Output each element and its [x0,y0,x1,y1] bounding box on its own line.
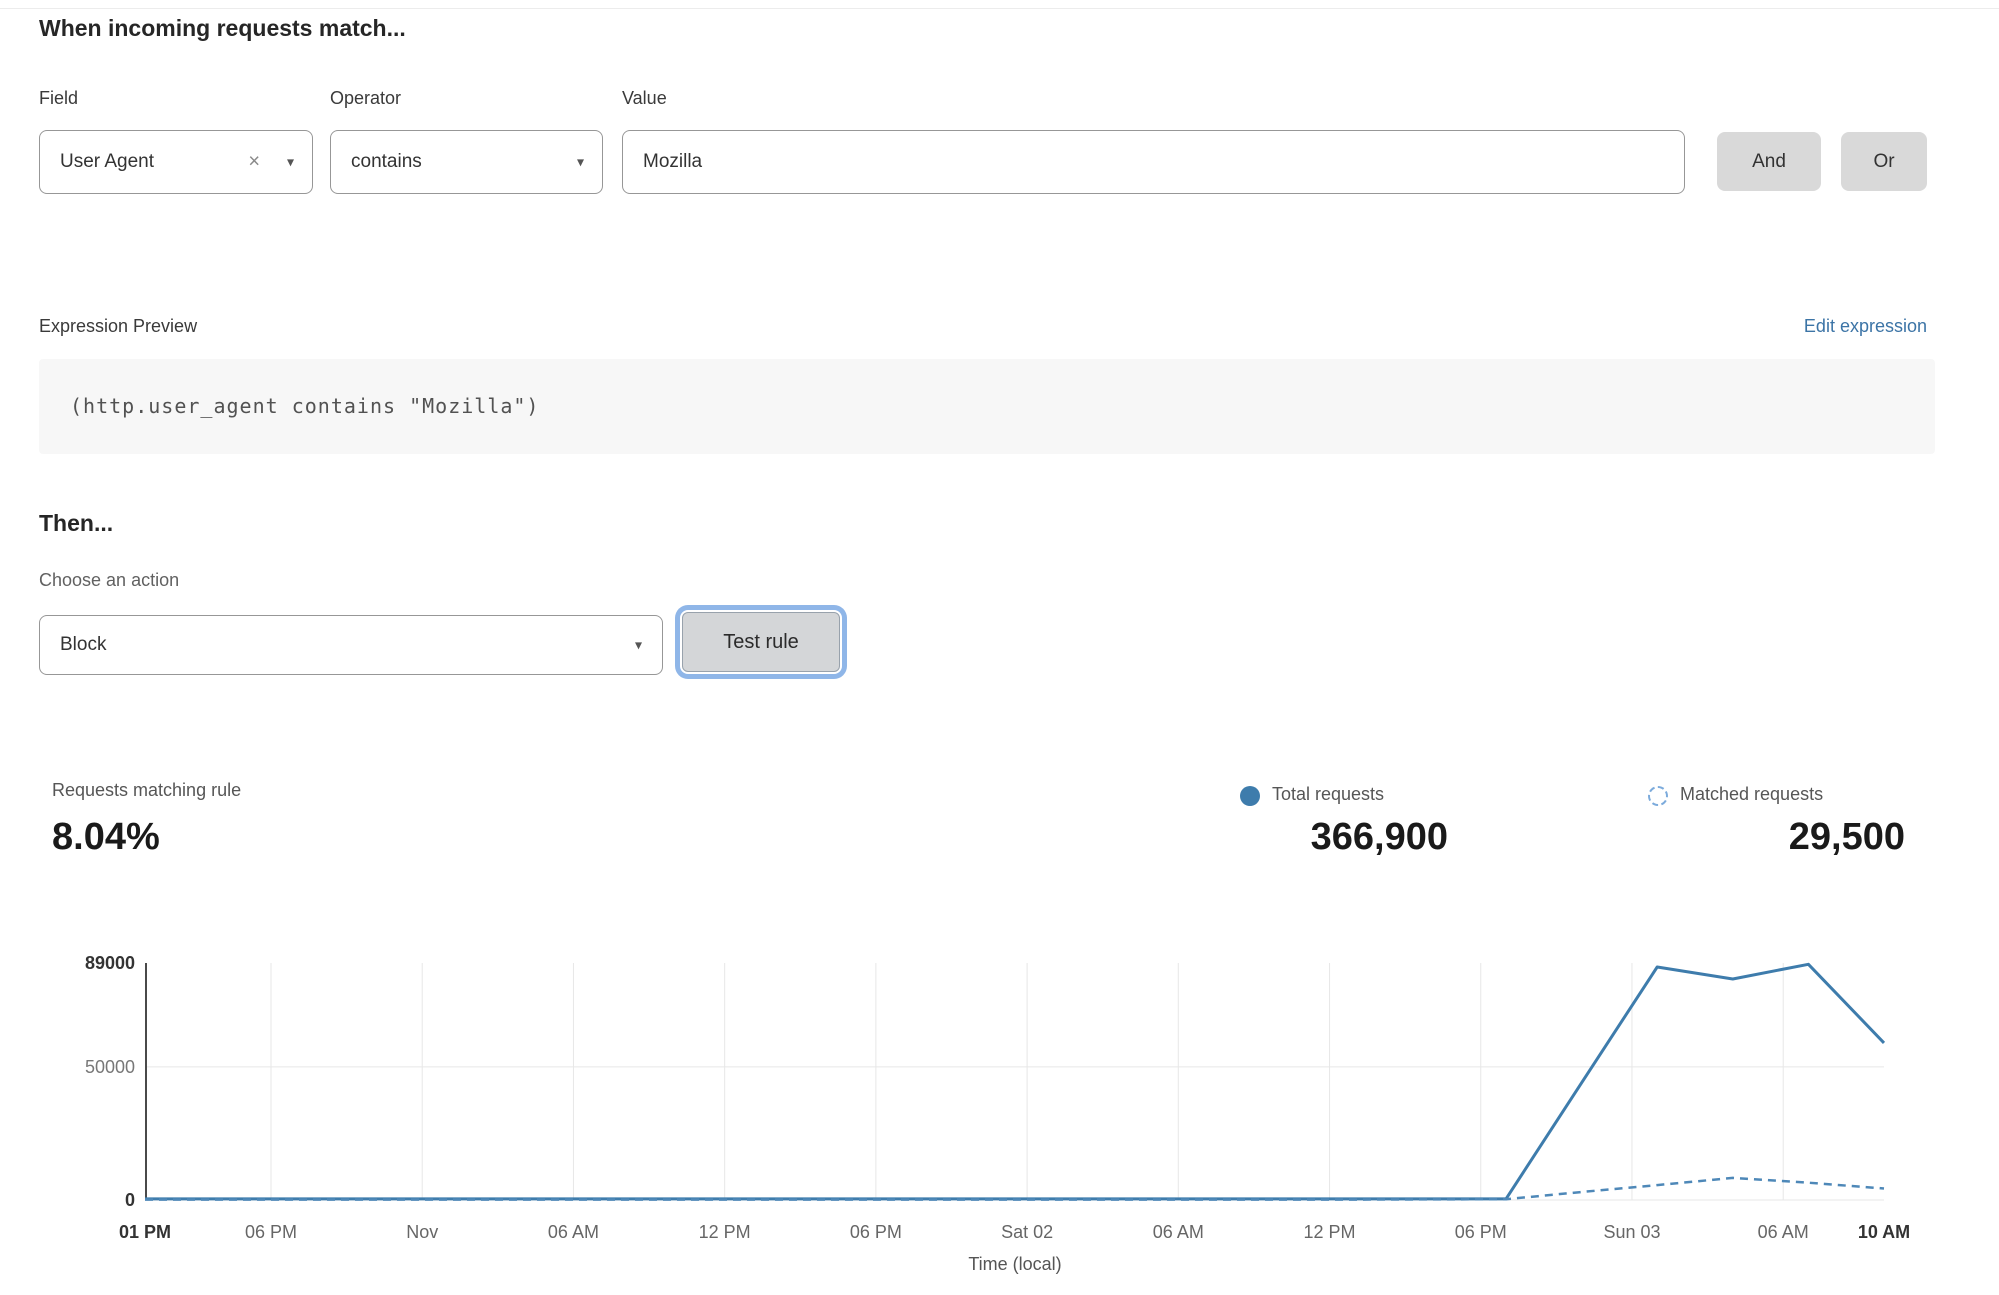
x-tick-label: Sun 03 [1603,1222,1661,1242]
x-tick-label: Sat 02 [1001,1222,1054,1242]
x-tick-label: 06 AM [1152,1222,1204,1242]
clear-field-icon[interactable]: × [248,150,260,173]
or-button[interactable]: Or [1841,132,1927,191]
field-select-value: User Agent [60,151,154,172]
match-heading: When incoming requests match... [39,15,406,41]
operator-label: Operator [330,88,402,108]
chevron-down-icon: ▾ [634,636,642,653]
action-select-value: Block [60,634,107,655]
matched-requests-value: 29,500 [1788,816,1905,858]
x-tick-label: 10 AM [1857,1222,1911,1242]
action-select[interactable]: Block ▾ [39,615,663,675]
expression-preview-box: (http.user_agent contains "Mozilla") [39,359,1935,454]
value-input-text: Mozilla [643,151,703,172]
total-requests-label: Total requests [1272,784,1385,804]
y-tick-label: 89000 [84,953,135,973]
expression-preview-label: Expression Preview [39,316,198,336]
and-button[interactable]: And [1717,132,1821,191]
operator-select-value: contains [351,151,422,172]
field-label: Field [39,88,79,108]
matched-requests-label: Matched requests [1680,784,1824,804]
edit-expression-link[interactable]: Edit expression [1803,316,1927,336]
x-tick-label: 12 PM [1303,1222,1356,1242]
operator-select[interactable]: contains ▾ [330,130,603,194]
chevron-down-icon: ▾ [286,153,294,170]
field-select[interactable]: User Agent × ▾ [39,130,313,194]
x-tick-label: 12 PM [698,1222,751,1242]
value-label: Value [622,88,667,108]
total-requests-value: 366,900 [1310,816,1448,858]
chart-x-axis-title: Time (local) [968,1254,1062,1274]
value-input[interactable]: Mozilla [622,130,1685,194]
y-tick-label: 50000 [84,1056,135,1077]
requests-matching-value: 8.04% [52,816,160,858]
matched-requests-legend-circle-icon [1648,786,1668,806]
requests-line-chart [145,962,1886,1201]
top-divider [0,8,1999,9]
chevron-down-icon: ▾ [576,153,584,170]
x-tick-label: Nov [406,1222,439,1242]
x-tick-label: 06 AM [547,1222,599,1242]
x-tick-label: 06 AM [1757,1222,1809,1242]
x-tick-label: 06 PM [244,1222,298,1242]
requests-matching-label: Requests matching rule [52,780,242,800]
x-tick-label: 01 PM [118,1222,172,1242]
then-heading: Then... [39,510,114,536]
test-rule-button[interactable]: Test rule [682,612,840,672]
x-tick-label: 06 PM [1454,1222,1507,1242]
x-tick-label: 06 PM [849,1222,902,1242]
matched-requests-line [145,1176,1885,1201]
y-tick-label: 0 [124,1190,135,1210]
total-requests-line [145,962,1886,1201]
choose-action-label: Choose an action [39,570,180,590]
total-requests-legend-dot-icon [1240,786,1260,806]
expression-code: (http.user_agent contains "Mozilla") [70,394,540,418]
